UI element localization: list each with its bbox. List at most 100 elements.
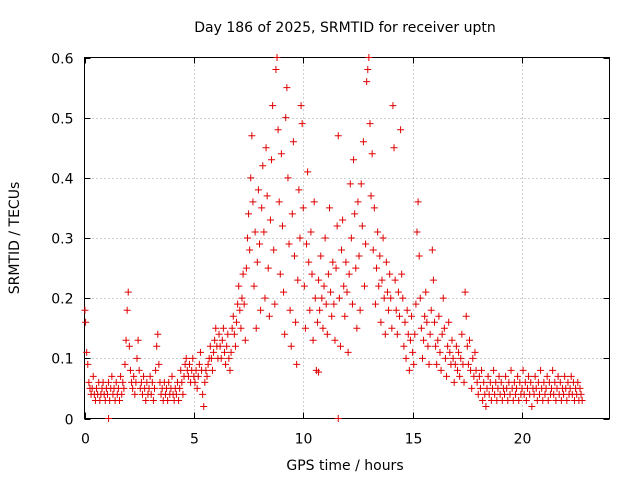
- data-point: [563, 396, 571, 404]
- data-point: [217, 354, 225, 362]
- data-point: [265, 312, 273, 320]
- data-point: [203, 372, 211, 380]
- data-point: [272, 66, 280, 74]
- data-point: [89, 372, 97, 380]
- data-point: [239, 270, 247, 278]
- data-point: [235, 282, 243, 290]
- data-point: [218, 336, 226, 344]
- data-point: [301, 324, 309, 332]
- data-point: [367, 192, 375, 200]
- data-point: [221, 348, 228, 356]
- data-point: [135, 366, 143, 374]
- data-point: [390, 144, 398, 152]
- data-point: [471, 348, 479, 356]
- data-point: [398, 270, 406, 278]
- data-point: [420, 336, 428, 344]
- data-point: [246, 246, 254, 254]
- data-point: [480, 378, 488, 386]
- data-point: [379, 234, 387, 242]
- data-point: [444, 342, 452, 350]
- data-point: [223, 342, 231, 350]
- data-point: [334, 132, 342, 140]
- data-point: [134, 336, 142, 344]
- data-point: [463, 342, 471, 350]
- data-point: [277, 150, 285, 158]
- data-point: [433, 360, 441, 368]
- data-point: [248, 132, 256, 140]
- data-point: [131, 390, 139, 398]
- data-point: [260, 228, 268, 236]
- data-point: [271, 300, 279, 308]
- data-point: [117, 372, 125, 380]
- data-point: [84, 360, 92, 368]
- data-point: [502, 372, 510, 380]
- data-point: [200, 402, 208, 410]
- data-point: [554, 372, 562, 380]
- data-point: [443, 372, 451, 380]
- data-point: [233, 318, 241, 326]
- data-point: [300, 282, 308, 290]
- data-point: [342, 258, 350, 266]
- data-point: [326, 204, 333, 212]
- data-point: [242, 264, 250, 272]
- data-point: [397, 126, 405, 134]
- grid-lines: [84, 57, 610, 419]
- data-point: [348, 300, 356, 308]
- data-point: [307, 228, 315, 236]
- data-point: [448, 336, 456, 344]
- data-point: [175, 396, 183, 404]
- data-point: [435, 312, 443, 320]
- data-point: [567, 372, 575, 380]
- data-point: [474, 390, 482, 398]
- data-point: [522, 396, 530, 404]
- data-point: [405, 366, 413, 374]
- data-point: [350, 156, 358, 164]
- x-axis-title: GPS time / hours: [286, 458, 403, 474]
- data-point: [393, 330, 401, 338]
- data-point: [288, 210, 296, 218]
- data-point: [369, 246, 377, 254]
- x-tick-label: 15: [405, 432, 423, 448]
- plot-frame: [84, 57, 610, 419]
- data-point: [401, 318, 409, 326]
- data-point: [241, 336, 249, 344]
- data-point: [165, 378, 173, 386]
- data-point: [527, 378, 535, 386]
- data-point: [415, 252, 423, 260]
- data-point: [121, 360, 129, 368]
- y-tick-label: 0: [65, 413, 74, 429]
- data-point: [392, 306, 400, 314]
- data-point: [286, 306, 294, 314]
- data-point: [421, 312, 429, 320]
- data-point: [226, 366, 234, 374]
- data-point: [396, 312, 403, 320]
- data-point: [177, 366, 185, 374]
- data-point: [256, 240, 263, 248]
- data-point: [259, 162, 267, 170]
- data-point: [112, 378, 120, 386]
- data-point: [182, 354, 190, 362]
- data-point: [322, 300, 330, 308]
- data-point: [424, 342, 432, 350]
- x-tick-labels: 0 5 10 15 20: [81, 432, 531, 448]
- data-point: [356, 306, 364, 314]
- data-point: [274, 126, 282, 134]
- data-point: [422, 288, 430, 296]
- data-point: [148, 378, 156, 386]
- data-point: [245, 210, 253, 218]
- data-point: [359, 138, 367, 146]
- data-point: [146, 372, 154, 380]
- data-point: [446, 348, 454, 356]
- data-point: [176, 384, 184, 392]
- data-point: [339, 216, 347, 224]
- y-tick-label: 0.4: [51, 172, 73, 188]
- data-point: [382, 258, 390, 266]
- data-point: [268, 156, 276, 164]
- data-point: [291, 252, 298, 260]
- data-point: [222, 360, 230, 368]
- data-point: [373, 264, 381, 272]
- data-point: [460, 378, 468, 386]
- data-point: [189, 354, 197, 362]
- data-point: [283, 84, 291, 92]
- data-point: [455, 348, 463, 356]
